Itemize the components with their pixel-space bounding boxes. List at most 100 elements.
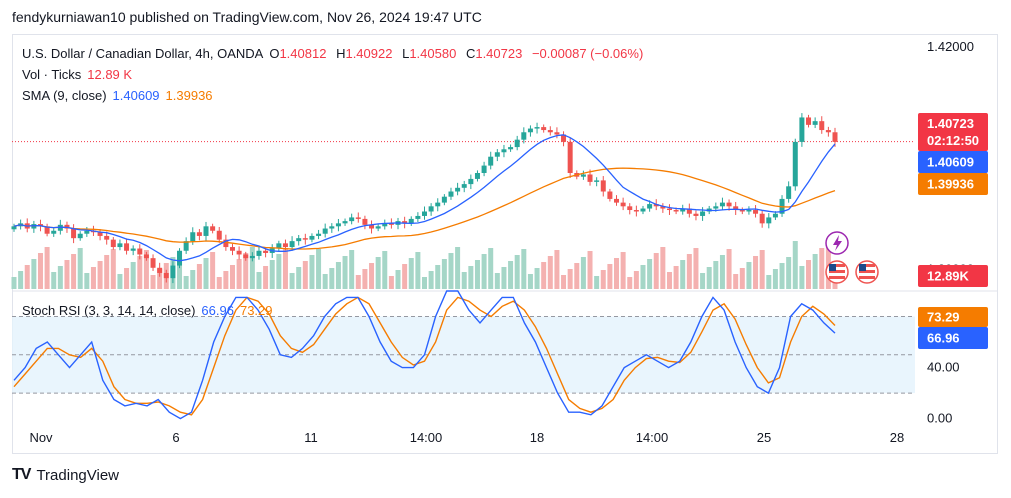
volume-bar xyxy=(342,256,348,289)
stoch-d-tag-bg xyxy=(918,307,988,327)
brand-name: TradingView xyxy=(36,466,119,484)
volume-bar xyxy=(355,275,361,289)
volume-bar xyxy=(64,260,70,289)
volume-bar xyxy=(680,260,686,289)
volume-bar xyxy=(806,260,812,289)
time-axis-label: 14:00 xyxy=(636,430,669,445)
candle-body xyxy=(501,149,507,153)
stoch-d-value: 73.29 xyxy=(239,303,273,318)
candle-body xyxy=(832,132,838,142)
volume-bar xyxy=(18,271,24,289)
volume-bar xyxy=(322,274,328,289)
volume-bar xyxy=(686,254,692,289)
candle-body xyxy=(673,210,679,212)
volume-bar xyxy=(190,270,196,289)
sma-slow-line xyxy=(13,167,836,250)
candle-body xyxy=(316,233,322,236)
volume-bar xyxy=(196,264,202,289)
candle-body xyxy=(296,238,302,242)
candle-body xyxy=(488,156,494,166)
volume-bar xyxy=(422,277,427,289)
volume-value: 12.89 K xyxy=(87,67,133,82)
candle-body xyxy=(196,232,202,236)
volume-bar xyxy=(435,265,441,289)
time-axis-label: Nov xyxy=(29,430,53,445)
candle-body xyxy=(382,223,388,227)
time-axis-label: 28 xyxy=(890,430,904,445)
candle-body xyxy=(541,127,547,131)
volume-bar xyxy=(90,267,96,289)
sma-lines xyxy=(13,134,836,262)
volume-bar xyxy=(223,271,229,289)
candle-body xyxy=(177,250,183,266)
volume-bar xyxy=(216,277,222,289)
volume-bar xyxy=(772,269,778,289)
candle-body xyxy=(666,208,672,211)
volume-bar xyxy=(375,257,381,289)
tradingview-logo-icon: TV xyxy=(12,466,31,483)
volume-bar xyxy=(441,259,447,289)
volume-bar xyxy=(236,259,242,289)
volume-bar xyxy=(706,267,712,289)
volume-bar xyxy=(653,253,659,289)
volume-bar xyxy=(84,273,90,289)
footer-brand[interactable]: TV TradingView xyxy=(12,466,119,484)
volume-bar xyxy=(521,249,527,289)
candle-body xyxy=(44,226,50,234)
candle-body xyxy=(31,224,37,229)
close-label: C xyxy=(465,46,476,61)
candle-body xyxy=(587,174,593,182)
candle-body xyxy=(236,250,242,255)
volume-bar xyxy=(71,254,77,289)
bar-countdown-tag: 02:12:50 xyxy=(927,133,979,148)
volume-bar xyxy=(183,276,189,289)
candle-body xyxy=(792,141,798,187)
volume-legend: Vol · Ticks 12.89 K xyxy=(22,67,138,82)
candlestick-series xyxy=(11,113,838,284)
volume-bar xyxy=(574,263,580,289)
candle-body xyxy=(170,265,176,279)
us-flag-stripe xyxy=(859,276,875,279)
candle-body xyxy=(806,117,812,125)
volume-bar xyxy=(229,265,235,289)
volume-bar xyxy=(402,264,408,289)
candle-body xyxy=(190,232,196,242)
candle-body xyxy=(375,226,381,229)
volume-bar xyxy=(369,263,375,289)
candle-body xyxy=(183,241,189,251)
volume-bar xyxy=(289,273,295,289)
volume-bar xyxy=(527,274,533,289)
sma-legend: SMA (9, close) 1.40609 1.39936 xyxy=(22,88,219,103)
us-flag-icon xyxy=(855,260,879,284)
candle-body xyxy=(647,204,653,209)
volume-bar xyxy=(263,266,269,289)
volume-bar xyxy=(249,247,255,289)
volume-bar xyxy=(203,258,209,289)
sma-label: SMA (9, close) xyxy=(22,88,107,103)
candle-body xyxy=(481,165,487,173)
sma-slow-value: 1.39936 xyxy=(165,88,213,103)
volume-bar xyxy=(647,259,653,289)
volume-bar xyxy=(117,274,123,289)
candle-body xyxy=(614,198,620,203)
volume-bar xyxy=(541,262,547,289)
candle-body xyxy=(229,247,235,251)
volume-bar xyxy=(428,271,434,289)
us-flag-stripe xyxy=(859,264,875,267)
time-axis-label: 11 xyxy=(304,430,318,445)
volume-bar xyxy=(594,276,600,289)
us-flag-stripe xyxy=(829,276,845,279)
volume-bar xyxy=(57,266,63,289)
volume-bar xyxy=(554,250,560,289)
lightning-icon-bolt xyxy=(833,235,842,251)
stoch-label: Stoch RSI (3, 3, 14, 14, close) xyxy=(22,303,196,318)
candle-body xyxy=(825,130,831,133)
candle-body xyxy=(322,228,328,234)
open-label: O xyxy=(269,46,280,61)
candle-body xyxy=(739,210,745,212)
volume-bar xyxy=(349,250,355,289)
volume-bar xyxy=(786,257,792,289)
candle-body xyxy=(216,230,222,240)
volume-bar xyxy=(799,266,805,289)
